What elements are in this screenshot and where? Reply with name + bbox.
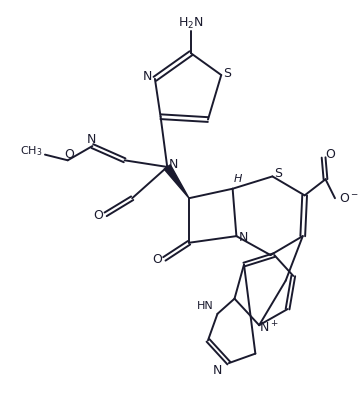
Text: O: O [325, 148, 336, 161]
Text: H: H [234, 174, 243, 184]
Text: N$^+$: N$^+$ [259, 320, 278, 336]
Text: O: O [93, 209, 103, 222]
Text: O$^-$: O$^-$ [339, 192, 359, 205]
Text: O: O [152, 253, 162, 266]
Text: N: N [169, 158, 179, 170]
Text: N: N [213, 364, 222, 377]
Text: O: O [65, 148, 75, 161]
Text: S: S [223, 67, 231, 80]
Text: HN: HN [197, 301, 213, 311]
Polygon shape [164, 165, 189, 198]
Text: H$_2$N: H$_2$N [178, 16, 204, 32]
Text: N: N [143, 70, 152, 83]
Text: S: S [274, 167, 282, 180]
Text: N: N [87, 133, 96, 146]
Text: N: N [238, 231, 248, 244]
Text: CH$_3$: CH$_3$ [21, 144, 43, 158]
